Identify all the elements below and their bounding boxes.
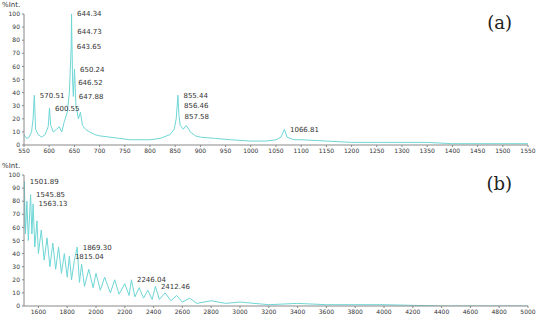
svg-text:1200: 1200: [344, 147, 359, 154]
svg-text:2400: 2400: [146, 308, 161, 315]
svg-text:1545.85: 1545.85: [36, 191, 65, 199]
svg-text:856.46: 856.46: [184, 102, 209, 110]
svg-text:1500: 1500: [495, 147, 510, 154]
svg-text:3800: 3800: [348, 308, 363, 315]
svg-text:70: 70: [12, 49, 20, 56]
svg-text:1550: 1550: [520, 147, 534, 154]
svg-text:4000: 4000: [376, 308, 391, 315]
svg-text:650.24: 650.24: [80, 66, 105, 74]
svg-text:3600: 3600: [319, 308, 334, 315]
svg-text:3000: 3000: [232, 308, 247, 315]
svg-text:0: 0: [16, 302, 20, 309]
svg-text:90: 90: [12, 184, 20, 191]
svg-text:900: 900: [195, 147, 207, 154]
svg-text:40: 40: [12, 89, 20, 96]
svg-text:40: 40: [12, 250, 20, 257]
svg-text:4800: 4800: [492, 308, 507, 315]
svg-text:857.58: 857.58: [185, 113, 210, 121]
svg-text:2246.04: 2246.04: [136, 276, 166, 285]
svg-text:4600: 4600: [463, 308, 478, 315]
svg-text:600: 600: [43, 147, 55, 154]
svg-text:647.88: 647.88: [79, 93, 104, 101]
svg-text:550: 550: [18, 147, 30, 154]
svg-text:0: 0: [16, 141, 20, 148]
svg-text:80: 80: [12, 197, 20, 204]
svg-text:1501.89: 1501.89: [30, 178, 59, 186]
svg-text:950: 950: [220, 147, 232, 154]
svg-text:644.73: 644.73: [77, 28, 102, 36]
svg-text:10: 10: [12, 289, 20, 296]
svg-text:60: 60: [12, 224, 20, 231]
svg-text:1563.13: 1563.13: [39, 200, 68, 208]
svg-text:90: 90: [12, 23, 20, 30]
svg-text:1100: 1100: [294, 147, 309, 154]
svg-text:60: 60: [12, 63, 20, 70]
svg-text:855.44: 855.44: [183, 92, 208, 100]
svg-text:644.34: 644.34: [77, 10, 102, 18]
html-text:(b): (b): [486, 173, 512, 194]
svg-text:1050: 1050: [268, 147, 283, 154]
svg-text:700: 700: [94, 147, 106, 154]
svg-text:650: 650: [69, 147, 81, 154]
html-text:%Int.: %Int.: [2, 1, 21, 9]
svg-text:20: 20: [12, 115, 20, 122]
svg-text:1300: 1300: [394, 147, 409, 154]
svg-text:5000: 5000: [520, 308, 534, 315]
svg-text:1815.04: 1815.04: [75, 253, 104, 261]
svg-text:3400: 3400: [290, 308, 305, 315]
svg-text:1400: 1400: [445, 147, 460, 154]
svg-text:1150: 1150: [319, 147, 334, 154]
html-text:%Int.: %Int.: [2, 162, 21, 170]
svg-text:20: 20: [12, 276, 20, 283]
svg-text:70: 70: [12, 210, 20, 217]
svg-text:1800: 1800: [60, 308, 75, 315]
svg-text:100: 100: [9, 10, 21, 17]
svg-text:1000: 1000: [243, 147, 258, 154]
svg-text:4400: 4400: [434, 308, 449, 315]
svg-text:1600: 1600: [31, 308, 46, 315]
svg-text:100: 100: [9, 171, 21, 178]
svg-text:1350: 1350: [420, 147, 435, 154]
svg-text:50: 50: [12, 237, 20, 244]
svg-text:2200: 2200: [117, 308, 132, 315]
svg-text:643.65: 643.65: [77, 43, 102, 51]
svg-text:750: 750: [119, 147, 131, 154]
svg-text:2800: 2800: [204, 308, 219, 315]
html-text:(a): (a): [487, 12, 512, 33]
svg-text:2000: 2000: [88, 308, 103, 315]
svg-text:2600: 2600: [175, 308, 190, 315]
svg-text:800: 800: [144, 147, 156, 154]
svg-text:30: 30: [12, 263, 20, 270]
svg-text:1869.30: 1869.30: [83, 244, 112, 252]
svg-text:850: 850: [169, 147, 181, 154]
svg-text:2412.46: 2412.46: [161, 283, 190, 291]
svg-text:1250: 1250: [369, 147, 384, 154]
svg-text:570.51: 570.51: [40, 92, 65, 100]
svg-text:1450: 1450: [470, 147, 485, 154]
svg-text:4200: 4200: [405, 308, 420, 315]
svg-text:80: 80: [12, 36, 20, 43]
svg-text:50: 50: [12, 76, 20, 83]
svg-text:30: 30: [12, 102, 20, 109]
svg-text:646.52: 646.52: [78, 79, 103, 87]
svg-text:1066.81: 1066.81: [290, 126, 319, 134]
svg-text:600.55: 600.55: [55, 105, 80, 113]
svg-text:3200: 3200: [261, 308, 276, 315]
svg-text:10: 10: [12, 128, 20, 135]
